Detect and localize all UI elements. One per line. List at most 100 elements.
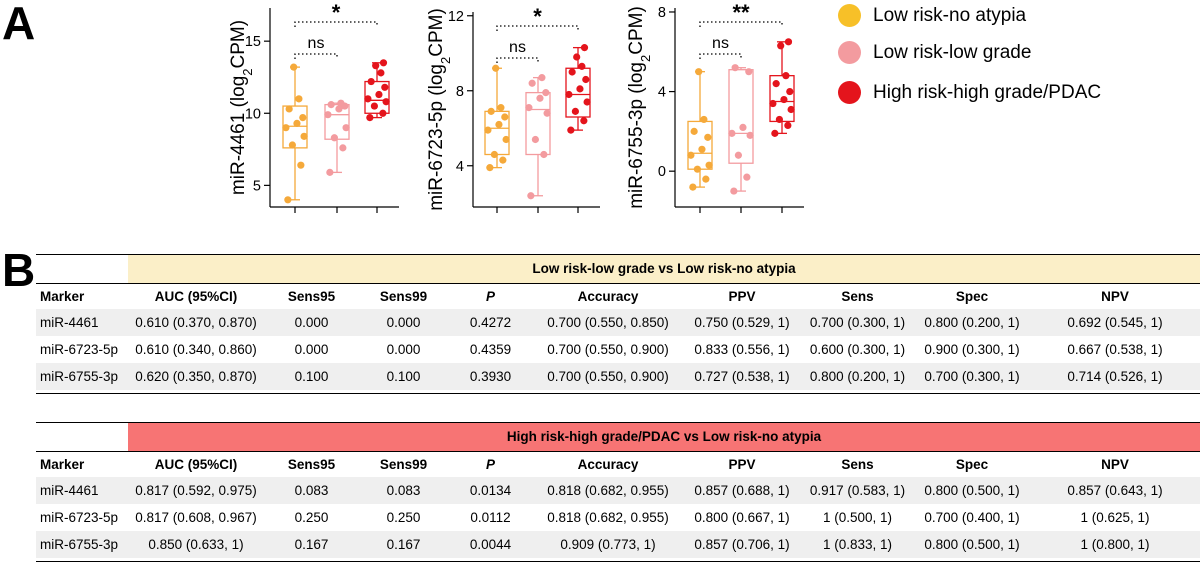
data-point [366,113,374,122]
column-header-npv: NPV [1101,457,1129,472]
y-tick-label: 0 [658,164,666,180]
data-point [542,89,550,97]
data-point [690,127,698,135]
data-point [580,44,589,52]
box-group-2 [525,74,551,200]
data-point [531,135,540,144]
box-group-2 [728,64,754,195]
data-point [728,129,736,137]
cell-marker: miR-4461 [40,315,99,330]
data-point [293,119,301,127]
box [728,69,754,164]
legend-swatch-low-no-atypia [838,4,861,27]
data-point [367,77,375,86]
table-row: miR-6755-3p 0.620 (0.350, 0.870) 0.100 0.10… [36,363,1200,390]
cell-p: 0.3930 [469,369,512,384]
data-point [687,151,695,159]
data-point [780,95,788,104]
box-group-2 [324,99,350,176]
significance-label: ** [732,0,750,25]
cell-sens95: 0.167 [294,537,329,552]
cell-marker: miR-4461 [40,483,99,498]
data-point [573,53,581,61]
data-point [704,133,712,141]
column-header-p: P [485,457,495,472]
column-header-ppv: PPV [728,289,756,304]
data-point [379,59,388,67]
significance-bracket: * [496,4,579,31]
table-row: miR-4461 0.817 (0.592, 0.975) 0.083 0.083 0.… [36,477,1200,504]
cell-auc: 0.817 (0.592, 0.975) [135,483,257,498]
cell-auc: 0.620 (0.350, 0.870) [135,369,257,384]
column-header-sens95: Sens95 [287,289,336,304]
cell-spec: 0.700 (0.300, 1) [924,369,1020,384]
cell-p: 0.4272 [469,315,512,330]
column-header-spec: Spec [955,289,989,304]
data-point [527,192,535,200]
cell-spec: 0.800 (0.200, 1) [924,315,1020,330]
data-point [739,123,747,131]
box-group-3 [565,44,591,134]
cell-sens99: 0.100 [386,369,421,384]
column-header-sens: Sens [841,289,874,304]
data-point [337,99,345,107]
box-group-1 [687,68,713,191]
data-point [582,75,590,84]
data-point [342,124,350,132]
data-point [501,113,509,121]
data-point [285,105,293,113]
data-point [486,164,494,172]
data-point [689,183,697,191]
cell-accuracy: 0.700 (0.550, 0.900) [547,369,669,384]
legend-label: Low risk-low grade [873,41,1032,63]
data-point [698,145,706,153]
data-point [772,80,780,88]
cell-sens: 0.600 (0.300, 1) [809,342,906,357]
data-point [568,68,576,76]
table-row: miR-6755-3p 0.850 (0.633, 1) 0.167 0.167 0.0… [36,531,1200,558]
cell-accuracy: 0.700 (0.550, 0.850) [547,315,669,330]
data-point [381,83,389,91]
data-point [327,101,335,109]
legend-swatch-high-grade [838,81,861,104]
data-point [787,105,795,114]
cell-npv: 0.857 (0.643, 1) [1067,483,1163,498]
data-point [538,74,546,82]
column-header-auc: AUC (95%CI) [154,289,238,304]
bracket-line [699,53,742,59]
data-point [377,69,385,77]
cell-npv: 1 (0.800, 1) [1080,537,1150,552]
cell-sens: 0.917 (0.583, 1) [809,483,906,498]
data-point [700,115,708,124]
cell-npv: 1 (0.625, 1) [1080,510,1150,525]
cell-p: 0.0112 [470,510,511,525]
cell-p: 0.0134 [469,483,512,498]
data-point [777,42,785,50]
column-header-ppv: PPV [728,457,756,472]
data-point [382,98,390,106]
bracket-line [294,53,338,59]
column-header-accuracy: Accuracy [577,457,639,472]
significance-label: * [332,0,341,25]
box-group-1 [484,64,510,172]
data-point [295,95,303,103]
cell-spec: 0.700 (0.400, 1) [924,510,1020,525]
data-point [567,126,575,134]
cell-p: 0.4359 [469,342,512,357]
cell-ppv: 0.727 (0.538, 1) [694,369,790,384]
bracket-line [496,25,579,31]
data-point [288,141,296,149]
metrics-table-low-grade: Low risk-low grade vs Low risk-no atypia… [36,254,1200,400]
cell-accuracy: 0.909 (0.773, 1) [560,537,656,552]
y-tick-label: 4 [456,159,464,175]
legend-item-low-no-atypia: Low risk-no atypia [838,4,1026,27]
y-tick-label: 5 [253,178,261,194]
significance-bracket: ns [699,35,742,59]
cell-spec: 0.900 (0.300, 1) [924,342,1020,357]
cell-ppv: 0.750 (0.529, 1) [694,315,790,330]
cell-p: 0.0044 [469,537,512,552]
bracket-line [496,57,539,63]
cell-sens: 0.700 (0.300, 1) [809,315,906,330]
bracket-line [699,21,783,27]
